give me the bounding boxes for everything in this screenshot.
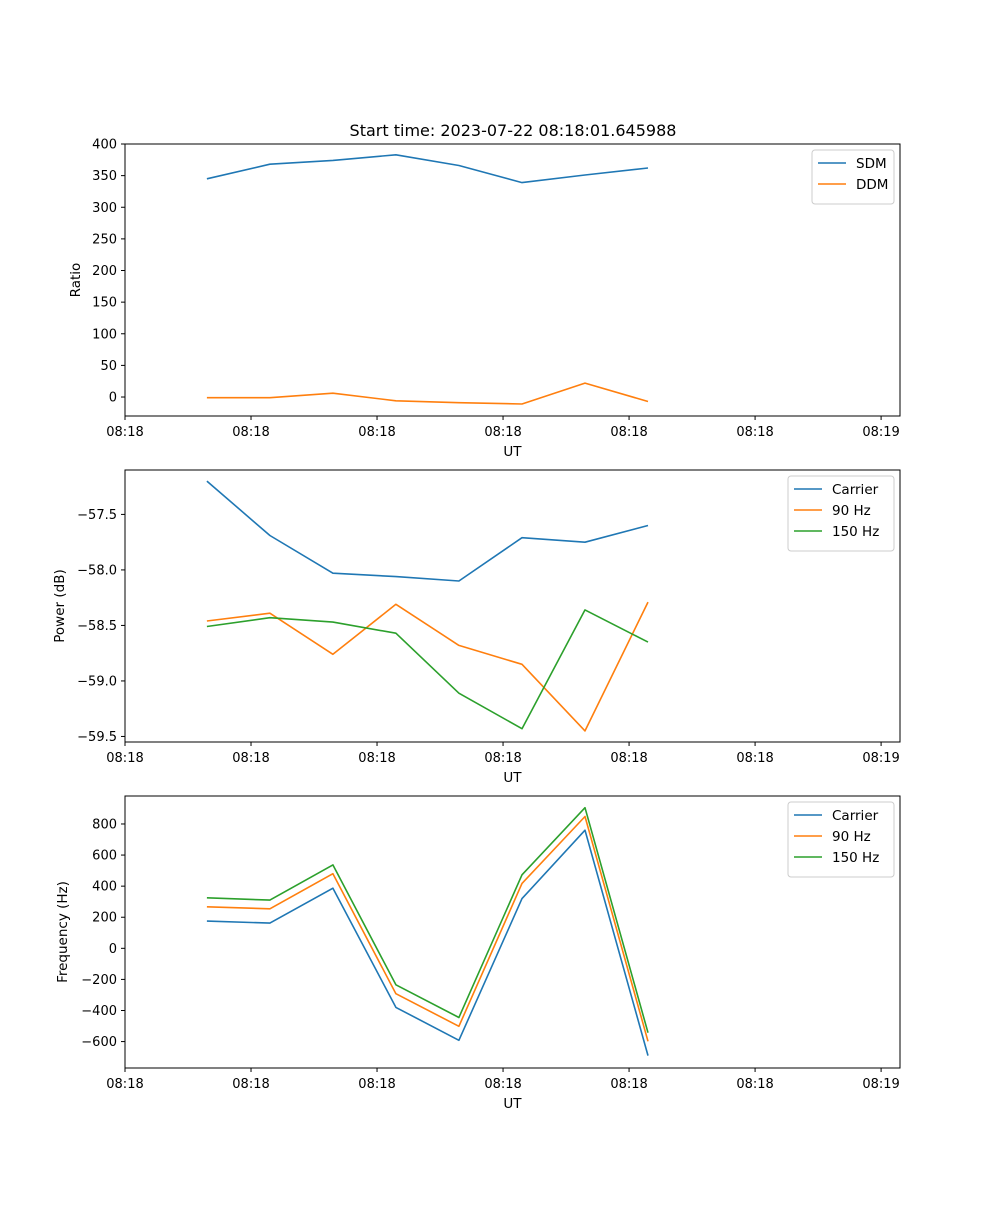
x-tick-label: 08:19 bbox=[862, 751, 899, 766]
series-line-90-hz bbox=[206, 815, 649, 1042]
x-axis-label: UT bbox=[503, 770, 522, 786]
x-tick-label: 08:18 bbox=[106, 1077, 143, 1092]
series-line-carrier bbox=[206, 829, 649, 1056]
y-tick-label: 0 bbox=[109, 391, 117, 406]
y-tick-label: −57.5 bbox=[77, 508, 117, 523]
frequency-panel: 08:18 08:18 08:18 08:18 08:18 08:18 08:19 −600 −… bbox=[55, 795, 901, 1112]
x-tick-label: 08:19 bbox=[862, 425, 899, 440]
x-tick-label: 08:18 bbox=[232, 751, 269, 766]
legend-label-150-hz: 150 Hz bbox=[832, 524, 879, 540]
y-tick-label: 100 bbox=[92, 327, 117, 342]
x-tick-label: 08:19 bbox=[862, 1077, 899, 1092]
legend-box bbox=[787, 801, 895, 878]
x-tick-label: 08:18 bbox=[106, 751, 143, 766]
series-line-90-hz bbox=[206, 601, 649, 732]
legend-label-ddm: DDM bbox=[856, 177, 888, 193]
figure-title: Start time: 2023-07-22 08:18:01.645988 bbox=[350, 121, 677, 140]
y-tick-label: 150 bbox=[92, 296, 117, 311]
x-tick-label: 08:18 bbox=[484, 425, 521, 440]
y-tick-label: −400 bbox=[81, 1004, 117, 1019]
y-tick-label: −58.0 bbox=[77, 563, 117, 578]
axes-frame bbox=[124, 795, 901, 1069]
x-tick-label: 08:18 bbox=[358, 425, 395, 440]
power-panel: 08:18 08:18 08:18 08:18 08:18 08:18 08:19 −59.5… bbox=[52, 469, 901, 786]
legend-label-carrier: Carrier bbox=[832, 482, 879, 498]
legend: SDM DDM bbox=[811, 149, 895, 205]
x-tick-label: 08:18 bbox=[106, 425, 143, 440]
y-tick-label: −600 bbox=[81, 1035, 117, 1050]
y-tick-label: −58.5 bbox=[77, 619, 117, 634]
x-tick-label: 08:18 bbox=[484, 1077, 521, 1092]
x-tick-label: 08:18 bbox=[358, 1077, 395, 1092]
legend-box bbox=[787, 475, 895, 552]
x-tick-label: 08:18 bbox=[610, 1077, 647, 1092]
axes-frame bbox=[124, 469, 901, 743]
y-tick-label: −59.5 bbox=[77, 730, 117, 745]
legend-label-90-hz: 90 Hz bbox=[832, 829, 871, 845]
y-tick-label: 800 bbox=[92, 817, 117, 832]
legend-label-carrier: Carrier bbox=[832, 808, 879, 824]
x-tick-label: 08:18 bbox=[484, 751, 521, 766]
x-axis-label: UT bbox=[503, 444, 522, 460]
y-tick-label: 200 bbox=[92, 911, 117, 926]
y-tick-label: 350 bbox=[92, 169, 117, 184]
y-tick-label: 300 bbox=[92, 201, 117, 216]
series-line-sdm bbox=[206, 154, 649, 184]
series-line-150-hz bbox=[206, 806, 649, 1033]
legend: Carrier 90 Hz 150 Hz bbox=[787, 475, 895, 552]
x-tick-label: 08:18 bbox=[736, 1077, 773, 1092]
ratio-panel: 08:18 08:18 08:18 08:18 08:18 08:18 08:19 0 50 10… bbox=[68, 138, 901, 460]
y-axis-label: Frequency (Hz) bbox=[55, 881, 71, 983]
x-tick-label: 08:18 bbox=[610, 425, 647, 440]
series-line-150-hz bbox=[206, 609, 649, 730]
x-tick-label: 08:18 bbox=[232, 425, 269, 440]
x-tick-label: 08:18 bbox=[610, 751, 647, 766]
y-tick-label: −59.0 bbox=[77, 674, 117, 689]
y-tick-label: 50 bbox=[100, 359, 117, 374]
series-line-ddm bbox=[206, 382, 649, 405]
y-tick-label: 400 bbox=[92, 880, 117, 895]
y-tick-label: 400 bbox=[92, 138, 117, 153]
axes-frame bbox=[124, 143, 901, 417]
x-tick-label: 08:18 bbox=[736, 751, 773, 766]
legend-label-90-hz: 90 Hz bbox=[832, 503, 871, 519]
series-line-carrier bbox=[206, 480, 649, 582]
y-tick-label: −200 bbox=[81, 973, 117, 988]
y-axis-label: Ratio bbox=[68, 263, 84, 298]
legend-label-sdm: SDM bbox=[856, 156, 887, 172]
y-tick-label: 600 bbox=[92, 849, 117, 864]
x-tick-label: 08:18 bbox=[358, 751, 395, 766]
legend: Carrier 90 Hz 150 Hz bbox=[787, 801, 895, 878]
legend-label-150-hz: 150 Hz bbox=[832, 850, 879, 866]
y-axis-label: Power (dB) bbox=[52, 569, 68, 642]
y-tick-label: 250 bbox=[92, 232, 117, 247]
x-tick-label: 08:18 bbox=[736, 425, 773, 440]
x-tick-label: 08:18 bbox=[232, 1077, 269, 1092]
y-tick-label: 0 bbox=[109, 942, 117, 957]
x-axis-label: UT bbox=[503, 1096, 522, 1112]
y-tick-label: 200 bbox=[92, 264, 117, 279]
